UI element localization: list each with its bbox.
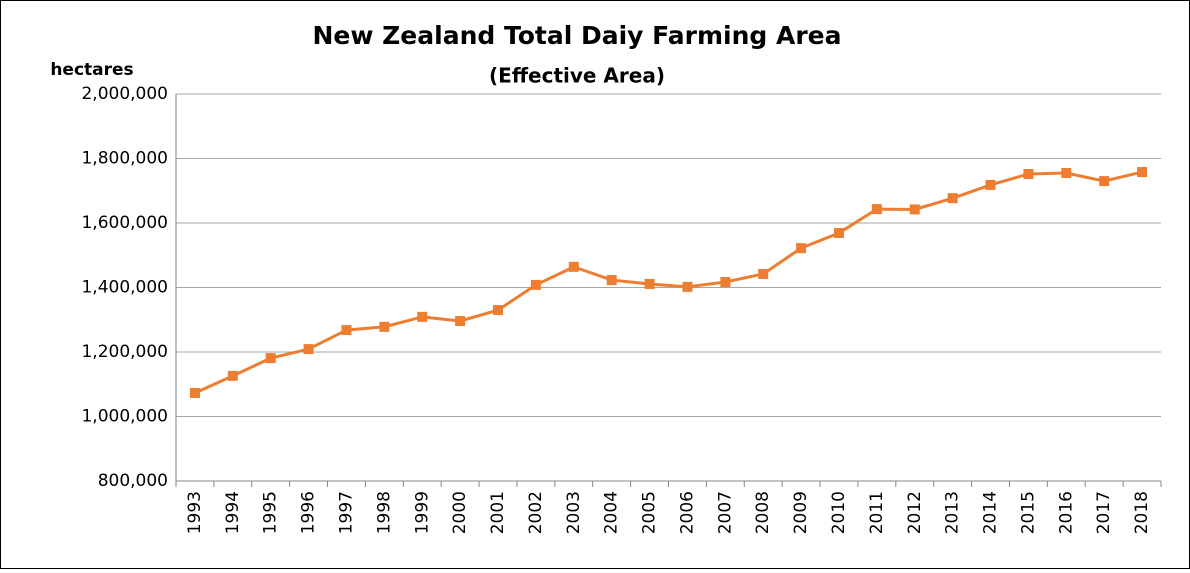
data-point <box>568 261 579 272</box>
x-tick-label: 2001 <box>488 491 508 534</box>
x-tick-label: 1999 <box>412 491 432 534</box>
data-point <box>417 311 428 322</box>
data-point <box>341 325 352 336</box>
data-point <box>871 204 882 215</box>
chart-subtitle: (Effective Area) <box>489 64 665 88</box>
x-tick-label: 2003 <box>564 491 584 534</box>
x-tick-label: 2006 <box>677 491 697 534</box>
x-tick-label: 1995 <box>261 491 281 534</box>
y-tick-label: 800,000 <box>98 471 168 491</box>
data-point <box>189 387 200 398</box>
data-point <box>1137 167 1148 178</box>
data-point <box>682 281 693 292</box>
x-tick-label: 2012 <box>905 491 925 534</box>
data-point <box>530 279 541 290</box>
data-point <box>1023 168 1034 179</box>
x-tick-label: 1993 <box>185 491 205 534</box>
data-point <box>606 275 617 286</box>
y-tick-label: 1,000,000 <box>81 407 168 427</box>
x-tick-label: 2013 <box>943 491 963 534</box>
y-tick-label: 1,800,000 <box>81 149 168 169</box>
data-point <box>379 321 390 332</box>
x-tick-label: 2007 <box>715 491 735 534</box>
data-point <box>265 353 276 364</box>
data-point <box>227 370 238 381</box>
data-point <box>796 243 807 254</box>
x-tick-label: 1998 <box>374 491 394 534</box>
y-tick-label: 1,400,000 <box>81 278 168 298</box>
y-axis-label: hectares <box>50 60 133 80</box>
data-line <box>194 170 1143 395</box>
x-tick-label: 1996 <box>299 491 319 534</box>
y-tick-label: 2,000,000 <box>81 84 168 104</box>
x-tick-label: 2010 <box>829 491 849 534</box>
data-point <box>833 227 844 238</box>
data-point <box>720 277 731 288</box>
x-tick-label: 2015 <box>1018 491 1038 534</box>
x-tick-label: 1994 <box>223 491 243 534</box>
x-tick-label: 2014 <box>981 491 1001 534</box>
x-tick-label: 2005 <box>640 491 660 534</box>
data-point <box>947 193 958 204</box>
data-point <box>455 316 466 327</box>
data-point <box>644 278 655 289</box>
data-point <box>985 179 996 190</box>
data-point <box>1099 176 1110 187</box>
data-point <box>1061 168 1072 179</box>
x-tick-label: 2011 <box>867 491 887 534</box>
x-tick-label: 2017 <box>1094 491 1114 534</box>
x-tick-label: 2016 <box>1056 491 1076 534</box>
data-point <box>909 204 920 215</box>
x-tick-label: 2000 <box>450 491 470 534</box>
data-point <box>493 305 504 316</box>
y-tick-label: 1,200,000 <box>81 342 168 362</box>
data-point <box>303 344 314 355</box>
x-tick-label: 2008 <box>753 491 773 534</box>
x-tick-label: 1997 <box>336 491 356 534</box>
data-point <box>758 268 769 279</box>
x-tick-label: 2004 <box>602 491 622 534</box>
y-tick-label: 1,600,000 <box>81 213 168 233</box>
chart-title: New Zealand Total Daiy Farming Area <box>313 21 842 50</box>
x-tick-label: 2018 <box>1132 491 1152 534</box>
x-tick-label: 2002 <box>526 491 546 534</box>
x-tick-label: 2009 <box>791 491 811 534</box>
